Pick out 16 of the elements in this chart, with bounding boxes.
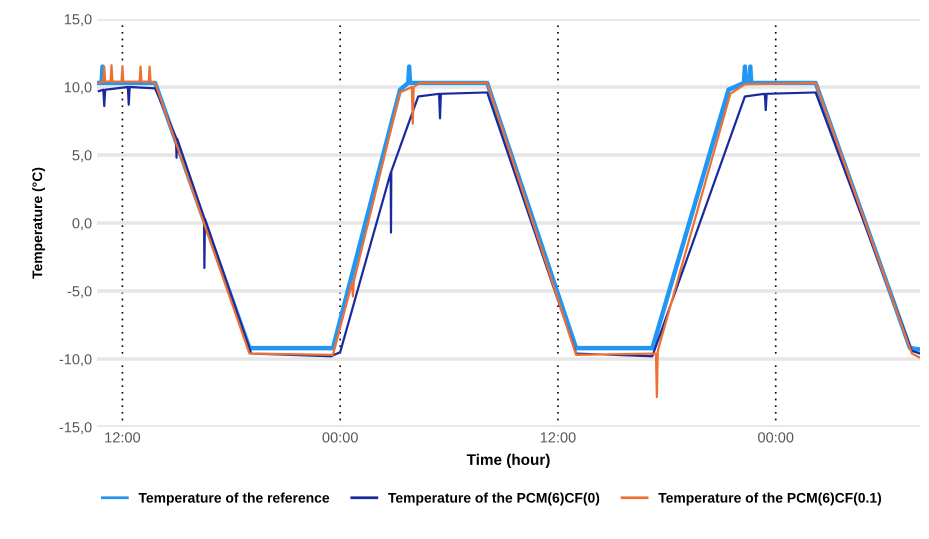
y-tick-label: 5,0 — [72, 150, 92, 162]
x-axis-title: Time (hour) — [466, 454, 550, 468]
legend-label: Temperature of the PCM(6)CF(0.1) — [658, 492, 882, 506]
y-tick-label: -15,0 — [60, 422, 92, 434]
y-axis-title: Temperature (°C) — [32, 168, 46, 279]
y-tick-label: -10,0 — [60, 354, 92, 366]
legend-label: Temperature of the PCM(6)CF(0) — [388, 492, 600, 506]
x-tick-label: 00:00 — [322, 432, 358, 443]
x-tick-label: 12:00 — [540, 432, 576, 443]
y-tick-label: 0,0 — [72, 218, 92, 230]
legend-label: Temperature of the reference — [138, 492, 330, 506]
y-tick-label: 15,0 — [64, 14, 92, 26]
y-tick-label: 10,0 — [64, 82, 92, 94]
y-tick-label: -5,0 — [68, 286, 92, 298]
x-tick-label: 00:00 — [758, 432, 794, 443]
x-tick-label: 12:00 — [105, 432, 140, 443]
